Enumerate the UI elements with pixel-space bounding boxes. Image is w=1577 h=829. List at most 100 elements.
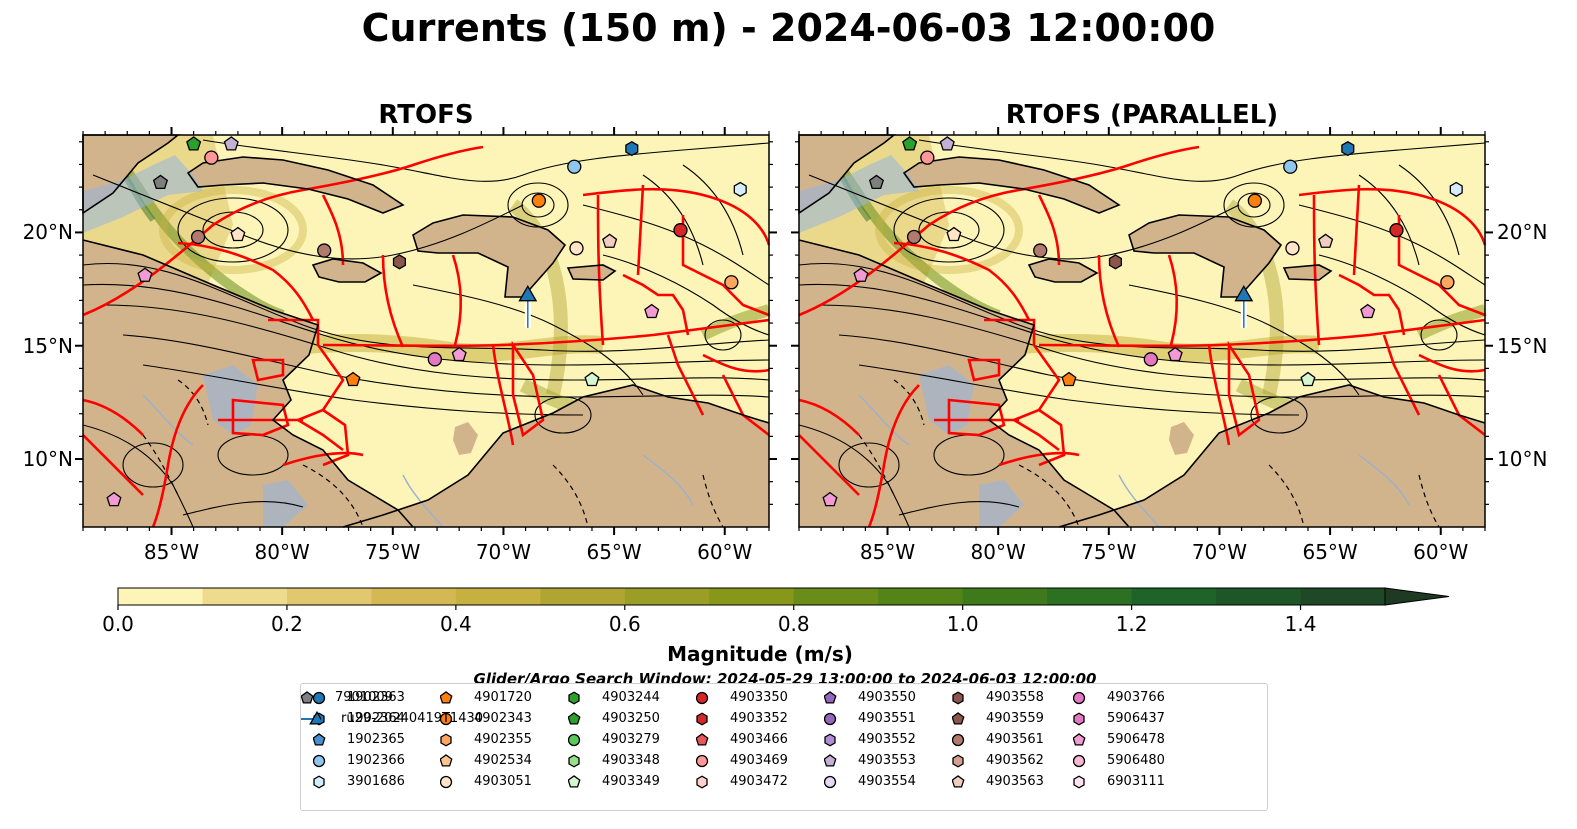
argo-float-marker (345, 371, 361, 387)
legend-float-marker (440, 733, 452, 747)
colorbar (117, 587, 1450, 610)
lon-tick-label: 65°W (1302, 540, 1358, 564)
argo-float-marker (186, 136, 202, 151)
colorbar-segment (286, 588, 372, 605)
legend-item-label: 1902363 (347, 690, 405, 705)
legend-item-label: 4903279 (602, 732, 660, 747)
colorbar-segment (962, 588, 1048, 605)
legend-item-label: 4902534 (474, 753, 532, 768)
colorbar-tick-label: 1.0 (946, 612, 979, 636)
legend-marker-icon (313, 691, 326, 705)
legend-marker-icon (440, 754, 453, 767)
argo-float-marker (152, 174, 169, 190)
map-frame (82, 134, 770, 528)
legend-marker-icon (952, 691, 964, 705)
lat-tick-label-right: 10°N (1497, 447, 1548, 472)
legend-float-marker (952, 712, 965, 725)
argo-float-marker (1033, 243, 1048, 258)
legend-marker-icon (1073, 691, 1086, 705)
argo-float-marker (920, 150, 935, 165)
colorbar-tick-label: 0.2 (271, 612, 303, 636)
legend-marker-icon (952, 754, 964, 768)
legend-float-marker (568, 691, 580, 705)
legend-item-label: 4903553 (858, 753, 916, 768)
legend-marker-icon (824, 733, 836, 747)
legend-float-marker (824, 754, 837, 767)
legend-marker-icon (696, 775, 708, 789)
panel-title-rtofs-parallel: RTOFS (PARALLEL) (1005, 100, 1279, 130)
colorbar-tick-label: 1.4 (1284, 612, 1317, 636)
lat-tick-label-right: 15°N (1497, 333, 1548, 358)
argo-float-marker (427, 352, 443, 367)
legend-float-marker (1073, 754, 1086, 768)
lat-tick-label-left: 20°N (22, 220, 73, 245)
lon-tick-label: 60°W (697, 540, 753, 564)
legend-item-label: 4903244 (602, 690, 660, 705)
legend-item-label: 5906437 (1107, 711, 1165, 726)
argo-float-marker (939, 136, 955, 151)
argo-float-marker (733, 181, 747, 197)
argo-float-marker (531, 193, 547, 208)
legend-marker-icon (1073, 733, 1086, 746)
legend-marker-icon (696, 733, 709, 746)
legend-marker-icon (301, 710, 321, 725)
legend-marker-icon (696, 691, 709, 705)
argo-float-marker (1108, 254, 1123, 270)
lon-tick-label: 85°W (859, 540, 916, 564)
legend-float-marker (313, 733, 326, 746)
argo-float-marker (1440, 275, 1455, 290)
argo-float-marker (392, 254, 407, 270)
legend-item-label: 4902343 (474, 711, 532, 726)
legend-marker-icon (568, 733, 581, 747)
lon-tick-label: 60°W (1413, 540, 1469, 564)
argo-float-marker (822, 491, 838, 507)
argo-float-marker (567, 159, 582, 174)
legend-float-marker (696, 775, 708, 789)
colorbar-segment (878, 588, 964, 605)
legend-item-label: 6903111 (1107, 774, 1165, 789)
legend-item-label: 4903554 (858, 774, 916, 789)
legend-float-marker (1073, 775, 1085, 789)
glider-marker (1234, 284, 1254, 302)
argo-float-marker (1143, 352, 1159, 367)
legend-float-marker (440, 691, 453, 704)
legend-marker-icon (440, 691, 453, 704)
legend-item-label: 4903051 (474, 774, 532, 789)
legend-item-label: 4903552 (858, 732, 916, 747)
lon-tick-label: 85°W (143, 540, 200, 564)
legend-item-label: 3901686 (347, 774, 405, 789)
argo-float-marker (1318, 233, 1334, 248)
legend-float-marker (824, 733, 836, 747)
legend-float-marker (568, 733, 581, 747)
legend-marker-icon (568, 712, 581, 725)
colorbar-segment (709, 588, 795, 605)
argo-float-marker (1283, 159, 1298, 174)
argo-float-marker (190, 229, 206, 245)
legend-item-label: 4903563 (986, 774, 1044, 789)
legend-float-marker (696, 754, 709, 768)
legend-item-label: 4903561 (986, 732, 1044, 747)
argo-float-marker (1285, 241, 1300, 256)
colorbar-tick-label: 1.2 (1115, 612, 1148, 636)
argo-float-marker (317, 243, 332, 258)
lon-tick-label: 80°W (970, 540, 1026, 564)
legend-item-label: 5906478 (1107, 732, 1165, 747)
argo-float-marker (1341, 141, 1355, 157)
argo-float-marker (1167, 346, 1183, 362)
legend-item-label: 4903550 (858, 690, 916, 705)
panel-title-rtofs: RTOFS (378, 100, 474, 130)
legend-float-marker (313, 691, 326, 705)
lat-tick-label-left: 10°N (22, 447, 73, 472)
legend-item-label: 4903348 (602, 753, 660, 768)
argo-float-marker (1300, 371, 1316, 387)
argo-float-marker (106, 491, 122, 507)
legend-float-marker (1073, 712, 1085, 726)
lon-tick-label: 70°W (1191, 540, 1248, 564)
argo-float-marker (853, 267, 869, 282)
legend-marker-icon (696, 754, 709, 768)
glider-track-layer (518, 284, 538, 328)
legend-item-label: 4903466 (730, 732, 788, 747)
argo-float-marker (902, 136, 918, 151)
colorbar-label: Magnitude (m/s) (667, 642, 853, 666)
legend-float-marker (440, 712, 453, 726)
